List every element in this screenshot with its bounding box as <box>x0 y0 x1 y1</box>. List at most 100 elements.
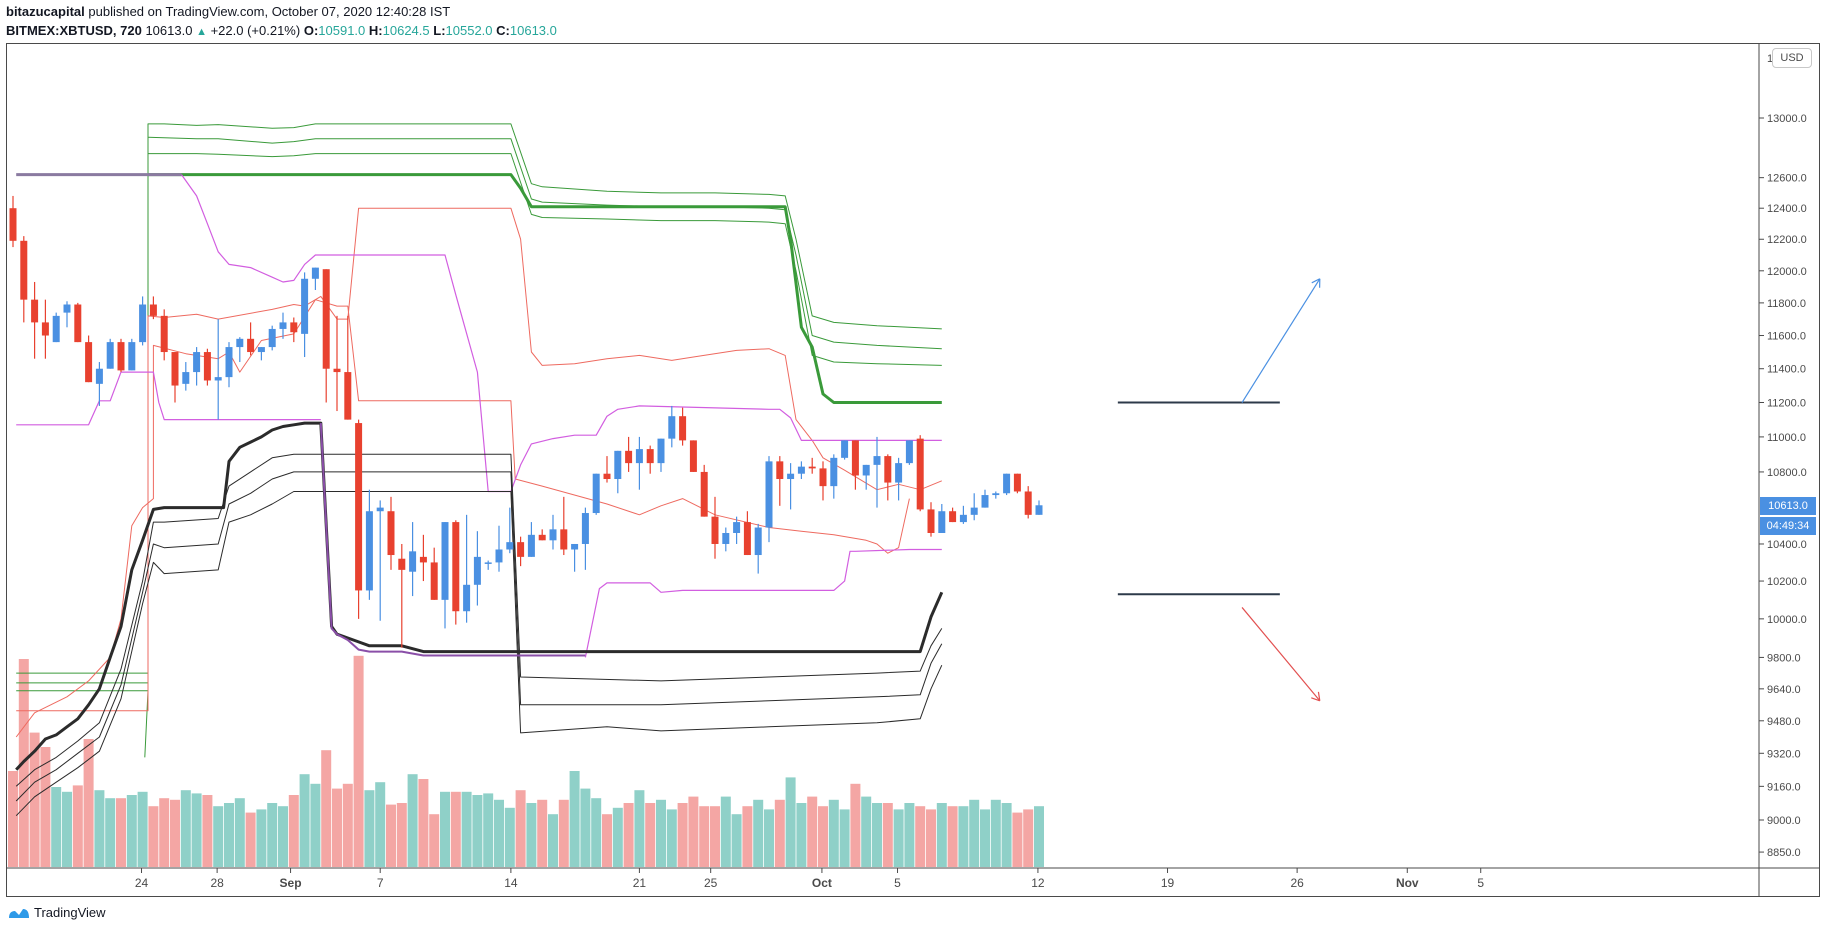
time-tick-label: 26 <box>1290 876 1304 890</box>
price-tick-label: 9320.0 <box>1767 748 1801 760</box>
volume-bar <box>731 814 742 867</box>
candle-body <box>376 507 384 512</box>
candle-body <box>1035 505 1043 515</box>
candle-body <box>765 461 773 528</box>
volume-bar <box>753 799 764 867</box>
candle-body <box>538 534 546 541</box>
volume-bar <box>234 798 245 867</box>
candle-body <box>322 269 330 369</box>
bar-countdown-tag: 04:49:34 <box>1760 517 1816 535</box>
volume-bar <box>656 799 666 867</box>
time-tick-label: 14 <box>504 876 518 890</box>
volume-bar <box>407 774 418 867</box>
green-band-upper-2-line <box>147 136 942 350</box>
candle-body <box>333 368 341 373</box>
price-tick-label: 13000.0 <box>1767 113 1807 125</box>
price-tick-label: 10000.0 <box>1767 614 1807 626</box>
volume-bar <box>396 803 407 867</box>
volume-bar <box>515 790 526 867</box>
time-tick-label: 7 <box>377 876 384 890</box>
candle-body <box>722 532 730 544</box>
volume-bar <box>364 790 375 867</box>
volume-bar <box>969 799 980 867</box>
volume-bar <box>29 732 40 867</box>
volume-bar <box>94 790 105 867</box>
volume-bar <box>429 814 440 867</box>
trend-arrow[interactable] <box>1241 607 1321 702</box>
candle-body <box>290 322 298 333</box>
price-tick-label: 9800.0 <box>1767 652 1801 664</box>
time-tick-label: Nov <box>1396 876 1419 890</box>
low-label: L: <box>433 23 446 38</box>
candle-body <box>592 473 600 514</box>
candle-body <box>9 208 17 241</box>
footer-brand[interactable]: TradingView <box>8 905 106 920</box>
candle-body <box>927 509 935 533</box>
currency-button[interactable]: USD <box>1772 48 1812 68</box>
triangle-up-icon: ▲ <box>196 26 207 38</box>
price-tick-label: 11600.0 <box>1767 331 1806 343</box>
candle-body <box>949 511 957 523</box>
volume-bar <box>764 809 774 867</box>
volume-bar <box>850 783 861 867</box>
volume-bar <box>537 799 548 867</box>
candle-body <box>365 511 373 591</box>
volume-bars <box>8 655 1044 867</box>
volume-bar <box>504 807 515 867</box>
black-band-2-line <box>15 471 943 802</box>
time-tick-label: 12 <box>1031 876 1045 890</box>
volume-bar <box>710 806 720 867</box>
candle-body <box>517 542 525 557</box>
candle-body <box>787 473 795 480</box>
candle-body <box>430 562 438 600</box>
candle-body <box>409 551 417 572</box>
candle-body <box>452 522 460 612</box>
drawings <box>1117 278 1321 702</box>
candle-body <box>225 347 233 378</box>
volume-bar <box>137 791 148 867</box>
price-tick-label: 9160.0 <box>1767 781 1801 793</box>
candle-body <box>733 522 741 533</box>
trend-arrow[interactable] <box>1241 278 1321 403</box>
volume-bar <box>1012 812 1023 867</box>
chart-frame <box>6 43 1820 897</box>
volume-bar <box>947 806 958 867</box>
candle-body <box>463 584 471 612</box>
candle-body <box>560 529 568 550</box>
black-band-3-line <box>15 491 943 817</box>
volume-bar <box>321 750 332 867</box>
arrow-head-icon <box>1317 691 1321 701</box>
time-tick-label: 28 <box>210 876 224 890</box>
magenta-band-lower-line <box>16 371 321 426</box>
candle-body <box>1024 491 1032 515</box>
volume-bar <box>461 791 472 867</box>
price-tick-label: 12200.0 <box>1767 234 1807 246</box>
purple-bottom-line <box>319 423 586 657</box>
publish-line: bitazucapital published on TradingView.c… <box>6 2 557 21</box>
volume-bar <box>170 799 180 867</box>
candle-body <box>268 328 276 348</box>
candle-body <box>646 449 654 464</box>
volume-bar <box>645 803 656 867</box>
price-tick-label: 9480.0 <box>1767 716 1801 728</box>
volume-bar <box>558 799 569 867</box>
time-tick-label: 5 <box>894 876 901 890</box>
candle-body <box>20 240 28 300</box>
candle-body <box>257 347 265 353</box>
candle-body <box>41 322 49 336</box>
candle-body <box>193 352 201 373</box>
volume-bar <box>342 783 353 867</box>
candle-body <box>700 471 708 517</box>
candle-body <box>52 315 60 343</box>
symbol-label: BITMEX:XBTUSD, 720 <box>6 23 142 38</box>
price-tick-label: 9640.0 <box>1767 684 1801 696</box>
author-name[interactable]: bitazucapital <box>6 4 85 19</box>
green-band-main-line <box>148 173 942 404</box>
close-value: 10613.0 <box>509 23 557 38</box>
volume-bar <box>483 793 494 867</box>
price-tick-label: 12600.0 <box>1767 173 1807 185</box>
candle-body <box>182 372 190 384</box>
candle-body <box>776 461 784 480</box>
candle-body <box>301 278 309 334</box>
